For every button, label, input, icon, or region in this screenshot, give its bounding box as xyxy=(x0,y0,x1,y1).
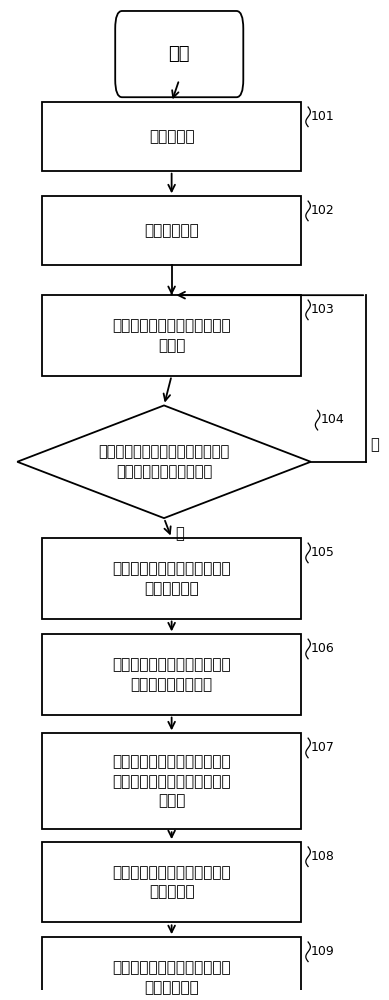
Text: 无人机与遥控器将通信频点切
换至目标频点: 无人机与遥控器将通信频点切 换至目标频点 xyxy=(112,960,231,995)
Text: 选择初始频点: 选择初始频点 xyxy=(144,223,199,238)
Bar xyxy=(42,295,301,376)
Bar xyxy=(42,102,301,171)
Text: 107: 107 xyxy=(311,741,335,754)
Text: 103: 103 xyxy=(311,303,335,316)
Bar xyxy=(42,196,301,265)
Bar xyxy=(42,733,301,829)
Bar xyxy=(42,538,301,619)
Text: 102: 102 xyxy=(311,204,335,217)
Text: 无人机利用分配的测量时隙对
异频点进行测量评估，获取目
标频点: 无人机利用分配的测量时隙对 异频点进行测量评估，获取目 标频点 xyxy=(112,754,231,809)
Text: 106: 106 xyxy=(311,642,335,655)
Text: 无人机将获取的目标频点通知
给对端节点: 无人机将获取的目标频点通知 给对端节点 xyxy=(112,865,231,900)
Bar xyxy=(42,937,301,1000)
Text: 无人机判断当前通信频点的信道质
量是否低于第一预设门限: 无人机判断当前通信频点的信道质 量是否低于第一预设门限 xyxy=(98,444,230,479)
Text: 无人机开机: 无人机开机 xyxy=(149,129,194,144)
Text: 无人机分配固定间隔的用于测
量异频点的测量时隙: 无人机分配固定间隔的用于测 量异频点的测量时隙 xyxy=(112,657,231,692)
Text: 109: 109 xyxy=(311,945,335,958)
Text: 105: 105 xyxy=(311,546,335,559)
Bar xyxy=(42,842,301,922)
Text: 108: 108 xyxy=(311,850,335,863)
Text: 是: 是 xyxy=(175,526,184,541)
Bar xyxy=(42,634,301,715)
Text: 104: 104 xyxy=(321,413,344,426)
Text: 否: 否 xyxy=(370,437,379,452)
Text: 无人机检测当前通信频点的信
道质量: 无人机检测当前通信频点的信 道质量 xyxy=(112,318,231,353)
Text: 开始: 开始 xyxy=(168,45,190,63)
Text: 101: 101 xyxy=(311,110,335,123)
Text: 无人机通知遥控器开启通信频
点的切换机制: 无人机通知遥控器开启通信频 点的切换机制 xyxy=(112,561,231,596)
